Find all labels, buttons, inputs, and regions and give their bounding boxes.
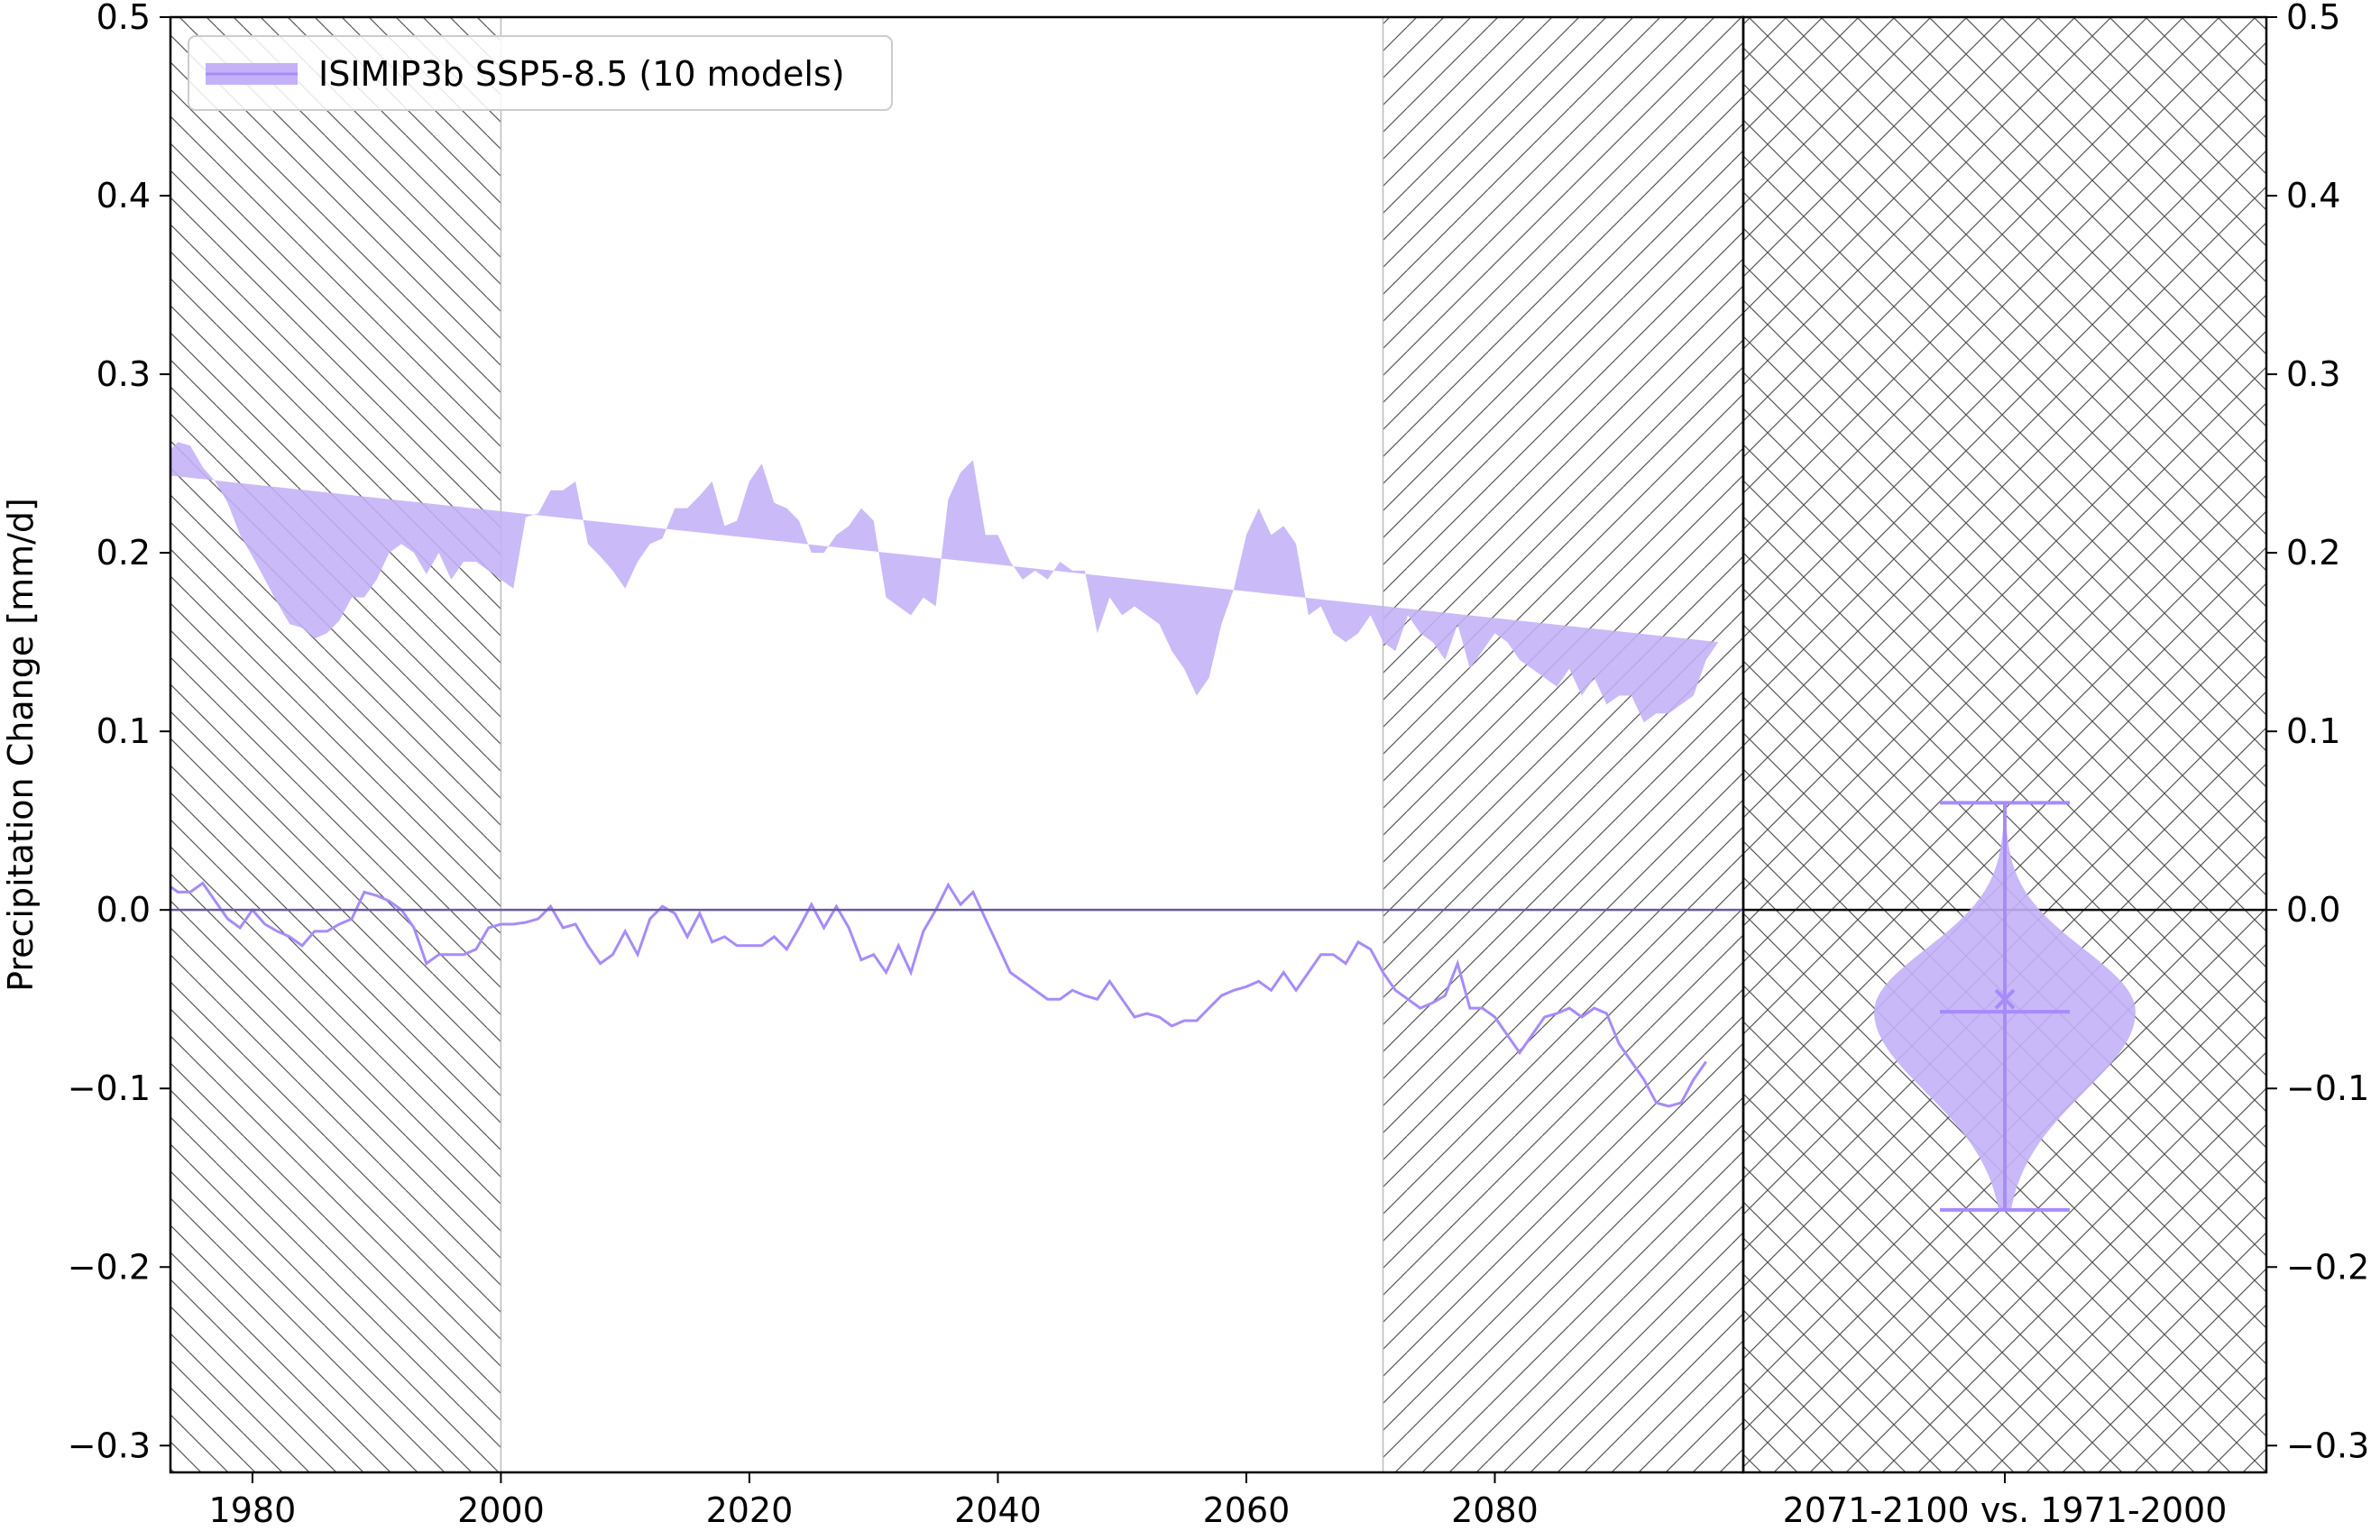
hatch-period-historical bbox=[170, 17, 501, 1472]
legend-label: ISIMIP3b SSP5-8.5 (10 models) bbox=[318, 54, 845, 94]
y-tick-label-left: 0.5 bbox=[96, 0, 151, 37]
x-tick-label: 2040 bbox=[954, 1490, 1042, 1530]
y-axis-title: Precipitation Change [mm/d] bbox=[1, 498, 41, 992]
x-tick-label: 2060 bbox=[1203, 1490, 1291, 1530]
y-tick-label-right: 0.3 bbox=[2286, 354, 2340, 394]
y-tick-label-left: −0.3 bbox=[68, 1425, 151, 1465]
y-tick-label-left: 0.0 bbox=[96, 890, 151, 930]
legend: ISIMIP3b SSP5-8.5 (10 models) bbox=[188, 35, 893, 111]
y-tick-label-right: −0.3 bbox=[2286, 1425, 2369, 1465]
violin-panel bbox=[1743, 17, 2266, 1472]
y-tick-label-right: −0.2 bbox=[2286, 1247, 2369, 1287]
y-tick-label-left: 0.1 bbox=[96, 711, 151, 751]
x-tick-label: 2020 bbox=[706, 1490, 794, 1530]
x-tick-label: 1980 bbox=[209, 1490, 297, 1530]
y-tick-label-right: 0.0 bbox=[2286, 890, 2340, 930]
x-tick-label: 2080 bbox=[1451, 1490, 1539, 1530]
violin-mean-marker bbox=[1994, 988, 2016, 1010]
x-category-label: 2071-2100 vs. 1971-2000 bbox=[1783, 1490, 2228, 1530]
y-tick-label-right: −0.1 bbox=[2286, 1068, 2369, 1108]
hatch-period-future bbox=[1383, 17, 1743, 1472]
time-series-panel bbox=[170, 17, 1743, 1472]
x-tick-label: 2000 bbox=[457, 1490, 545, 1530]
model-spread-band bbox=[170, 442, 1719, 723]
y-tick-label-right: 0.5 bbox=[2286, 0, 2340, 37]
y-tick-label-left: −0.2 bbox=[68, 1247, 151, 1287]
y-tick-label-left: 0.4 bbox=[96, 176, 151, 215]
y-tick-label-left: 0.2 bbox=[96, 533, 151, 573]
y-tick-label-left: −0.1 bbox=[68, 1068, 151, 1108]
y-tick-label-left: 0.3 bbox=[96, 354, 151, 394]
y-tick-label-right: 0.2 bbox=[2286, 533, 2340, 573]
hatch-comparison-panel bbox=[1743, 17, 2266, 1472]
y-tick-label-right: 0.4 bbox=[2286, 176, 2340, 215]
legend-box bbox=[188, 35, 893, 111]
y-tick-label-right: 0.1 bbox=[2286, 711, 2340, 751]
